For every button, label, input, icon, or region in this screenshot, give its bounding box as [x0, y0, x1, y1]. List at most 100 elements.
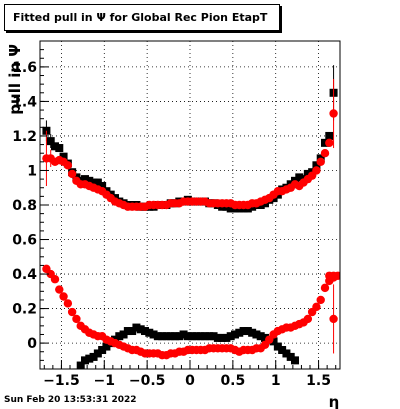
data-marks — [42, 65, 340, 369]
black-square-mean-point — [226, 332, 235, 341]
y-tick-label: 1.4 — [12, 94, 37, 110]
black-square-mean-point — [136, 325, 145, 334]
y-tick-label: 0.2 — [12, 302, 37, 318]
black-square-mean-point — [192, 332, 201, 341]
black-square-mean-point — [235, 328, 244, 337]
x-tick-label: −0.5 — [129, 373, 166, 389]
x-tick-label: −1.5 — [43, 373, 80, 389]
black-square-mean-point — [209, 332, 218, 341]
black-square-mean-point — [153, 332, 162, 341]
red-circle-mean-point — [50, 275, 60, 284]
red-circle-sigma-point — [329, 109, 338, 118]
y-tick-label: 0.4 — [12, 267, 37, 283]
y-tick-label: 1.2 — [12, 129, 37, 145]
black-square-mean-point — [132, 323, 141, 332]
black-square-mean-point — [123, 327, 132, 336]
black-square-mean-point — [196, 332, 205, 341]
black-square-mean-point — [128, 327, 137, 336]
x-tick-label: 1.5 — [306, 373, 331, 389]
black-square-mean-point — [175, 332, 184, 341]
red-circle-mean-point — [320, 283, 330, 293]
black-square-mean-point — [76, 361, 85, 369]
black-square-sigma-point — [321, 138, 329, 147]
axis-ticks — [40, 49, 337, 369]
x-tick-label: 0 — [185, 373, 195, 389]
black-square-mean-point — [115, 332, 124, 341]
black-square-mean-point — [261, 333, 269, 342]
black-square-mean-point — [222, 333, 231, 342]
black-square-mean-point — [291, 356, 299, 365]
black-square-sigma-point — [295, 173, 304, 182]
y-tick-label: 1 — [27, 163, 37, 179]
black-square-mean-point — [282, 349, 291, 358]
black-square-sigma-point — [98, 182, 107, 191]
black-square-mean-point — [269, 337, 278, 346]
black-square-mean-point — [98, 346, 107, 355]
black-square-sigma-point — [51, 142, 59, 151]
black-square-mean-point — [201, 332, 209, 341]
black-square-sigma-point — [325, 131, 334, 140]
black-square-sigma-point — [81, 175, 89, 184]
black-square-mean-point — [278, 346, 287, 355]
black-square-mean-point — [248, 328, 257, 337]
black-square-mean-point — [188, 332, 197, 341]
red-circle-sigma-point — [63, 161, 73, 170]
y-tick-label: 0.6 — [12, 233, 37, 249]
red-circle-mean-point — [59, 292, 68, 301]
black-square-mean-point — [85, 354, 94, 363]
black-square-mean-point — [252, 330, 261, 339]
black-square-mean-point — [149, 330, 158, 339]
black-square-mean-point — [162, 332, 171, 341]
red-circle-mean-point — [329, 314, 338, 324]
black-square-mean-point — [243, 327, 252, 336]
black-square-mean-point — [205, 332, 214, 341]
red-circle-sigma-point — [316, 157, 325, 167]
black-square-sigma-point — [89, 178, 98, 187]
x-tick-label: 0.5 — [220, 373, 245, 389]
chart-title: Fitted pull in Ψ for Global Rec Pion Eta… — [13, 11, 268, 24]
black-square-sigma-point — [59, 152, 68, 161]
red-circle-mean-point — [67, 307, 77, 317]
black-square-mean-point — [102, 342, 111, 351]
black-square-mean-point — [141, 327, 149, 336]
black-square-mean-point — [145, 328, 154, 337]
red-circle-sigma-point — [325, 138, 334, 148]
black-square-mean-point — [273, 342, 282, 351]
tick-labels: −1.5 −1 −0.5 0 0.5 1 1.5 0 0.2 0.4 0.6 0.8 1 1.2 1.4 1.… — [12, 60, 331, 389]
black-square-sigma-point — [55, 144, 64, 153]
red-circle-mean-point — [72, 314, 81, 324]
red-circle-sigma-point — [320, 149, 330, 158]
black-square-mean-point — [81, 356, 89, 365]
black-square-sigma-point — [46, 137, 55, 146]
red-circle-mean-point — [63, 299, 73, 308]
black-square-mean-point — [119, 330, 128, 339]
black-square-sigma-point — [303, 169, 312, 178]
black-square-mean-point — [239, 327, 248, 336]
x-axis-label: η — [329, 393, 340, 409]
black-square-mean-point — [93, 349, 102, 358]
red-circle-mean-point — [303, 314, 313, 324]
black-square-mean-point — [183, 332, 192, 341]
red-circle-sigma-point — [312, 166, 321, 175]
black-square-mean-point — [179, 330, 188, 339]
y-tick-label: 0.8 — [12, 198, 37, 214]
black-square-sigma-point — [226, 204, 235, 213]
red-circle-mean-point — [325, 271, 334, 280]
x-tick-label: −1 — [94, 373, 115, 389]
red-circle-mean-point — [55, 285, 64, 294]
chart-title-box: Fitted pull in Ψ for Global Rec Pion Eta… — [4, 4, 280, 31]
black-square-mean-point — [171, 332, 179, 341]
black-square-mean-point — [256, 332, 265, 341]
black-square-mean-point — [89, 352, 98, 361]
red-circle-mean-point — [312, 302, 321, 312]
y-tick-label: 0 — [27, 336, 37, 352]
black-square-sigma-point — [312, 161, 321, 170]
y-tick-label: 1.6 — [12, 60, 37, 76]
red-circle-mean-point — [316, 295, 325, 305]
datestamp: Sun Feb 20 13:53:31 2022 — [4, 395, 137, 405]
black-square-mean-point — [286, 352, 295, 361]
black-square-mean-point — [231, 330, 239, 339]
black-square-mean-point — [166, 332, 175, 341]
black-square-mean-point — [158, 332, 167, 341]
